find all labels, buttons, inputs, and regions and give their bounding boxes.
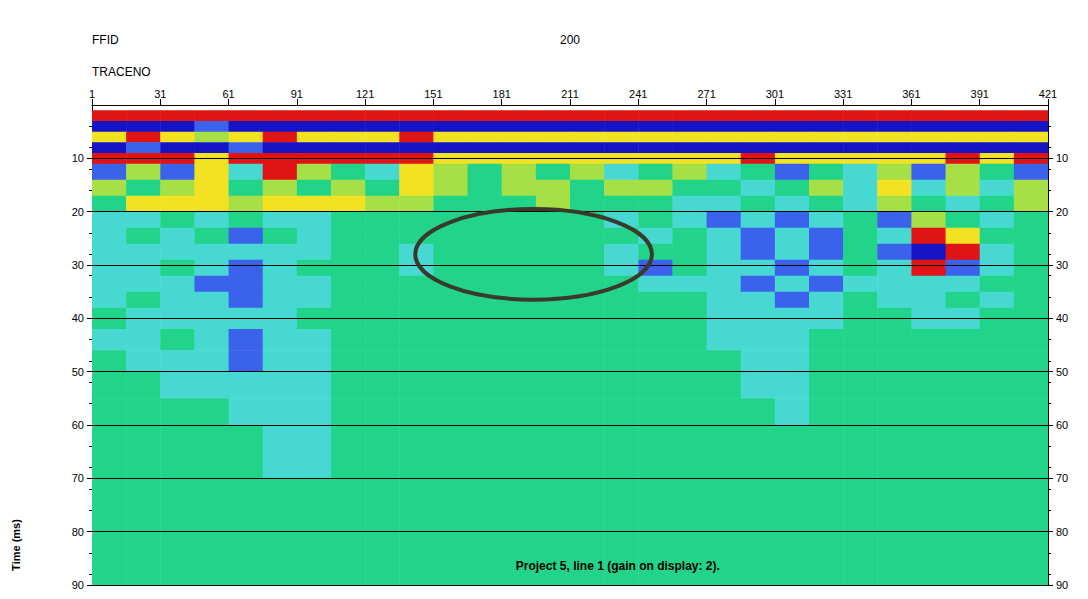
svg-text:70: 70	[1056, 472, 1068, 484]
svg-text:361: 361	[902, 88, 920, 100]
svg-text:80: 80	[72, 526, 84, 538]
svg-text:50: 50	[72, 366, 84, 378]
svg-text:91: 91	[291, 88, 303, 100]
svg-text:60: 60	[1056, 419, 1068, 431]
svg-text:301: 301	[766, 88, 784, 100]
svg-text:151: 151	[424, 88, 442, 100]
svg-text:90: 90	[72, 579, 84, 591]
svg-text:TRACENO: TRACENO	[92, 65, 151, 79]
svg-text:40: 40	[1056, 312, 1068, 324]
svg-text:391: 391	[971, 88, 989, 100]
svg-text:61: 61	[222, 88, 234, 100]
svg-text:Time (ms): Time (ms)	[10, 519, 22, 571]
svg-text:30: 30	[72, 259, 84, 271]
svg-text:31: 31	[154, 88, 166, 100]
svg-text:331: 331	[834, 88, 852, 100]
svg-text:241: 241	[629, 88, 647, 100]
svg-text:FFID: FFID	[92, 33, 119, 47]
svg-text:10: 10	[1056, 152, 1068, 164]
svg-text:80: 80	[1056, 526, 1068, 538]
svg-text:181: 181	[493, 88, 511, 100]
svg-text:20: 20	[1056, 206, 1068, 218]
svg-text:121: 121	[356, 88, 374, 100]
svg-text:70: 70	[72, 472, 84, 484]
svg-text:211: 211	[561, 88, 579, 100]
svg-text:40: 40	[72, 312, 84, 324]
svg-text:90: 90	[1056, 579, 1068, 591]
svg-text:271: 271	[697, 88, 715, 100]
svg-text:Project 5, line 1 (gain on dis: Project 5, line 1 (gain on display: 2).	[516, 559, 720, 573]
svg-text:20: 20	[72, 206, 84, 218]
svg-text:1: 1	[89, 88, 95, 100]
svg-text:421: 421	[1039, 88, 1057, 100]
svg-text:10: 10	[72, 152, 84, 164]
svg-text:50: 50	[1056, 366, 1068, 378]
svg-text:200: 200	[560, 33, 580, 47]
svg-text:60: 60	[72, 419, 84, 431]
svg-text:30: 30	[1056, 259, 1068, 271]
